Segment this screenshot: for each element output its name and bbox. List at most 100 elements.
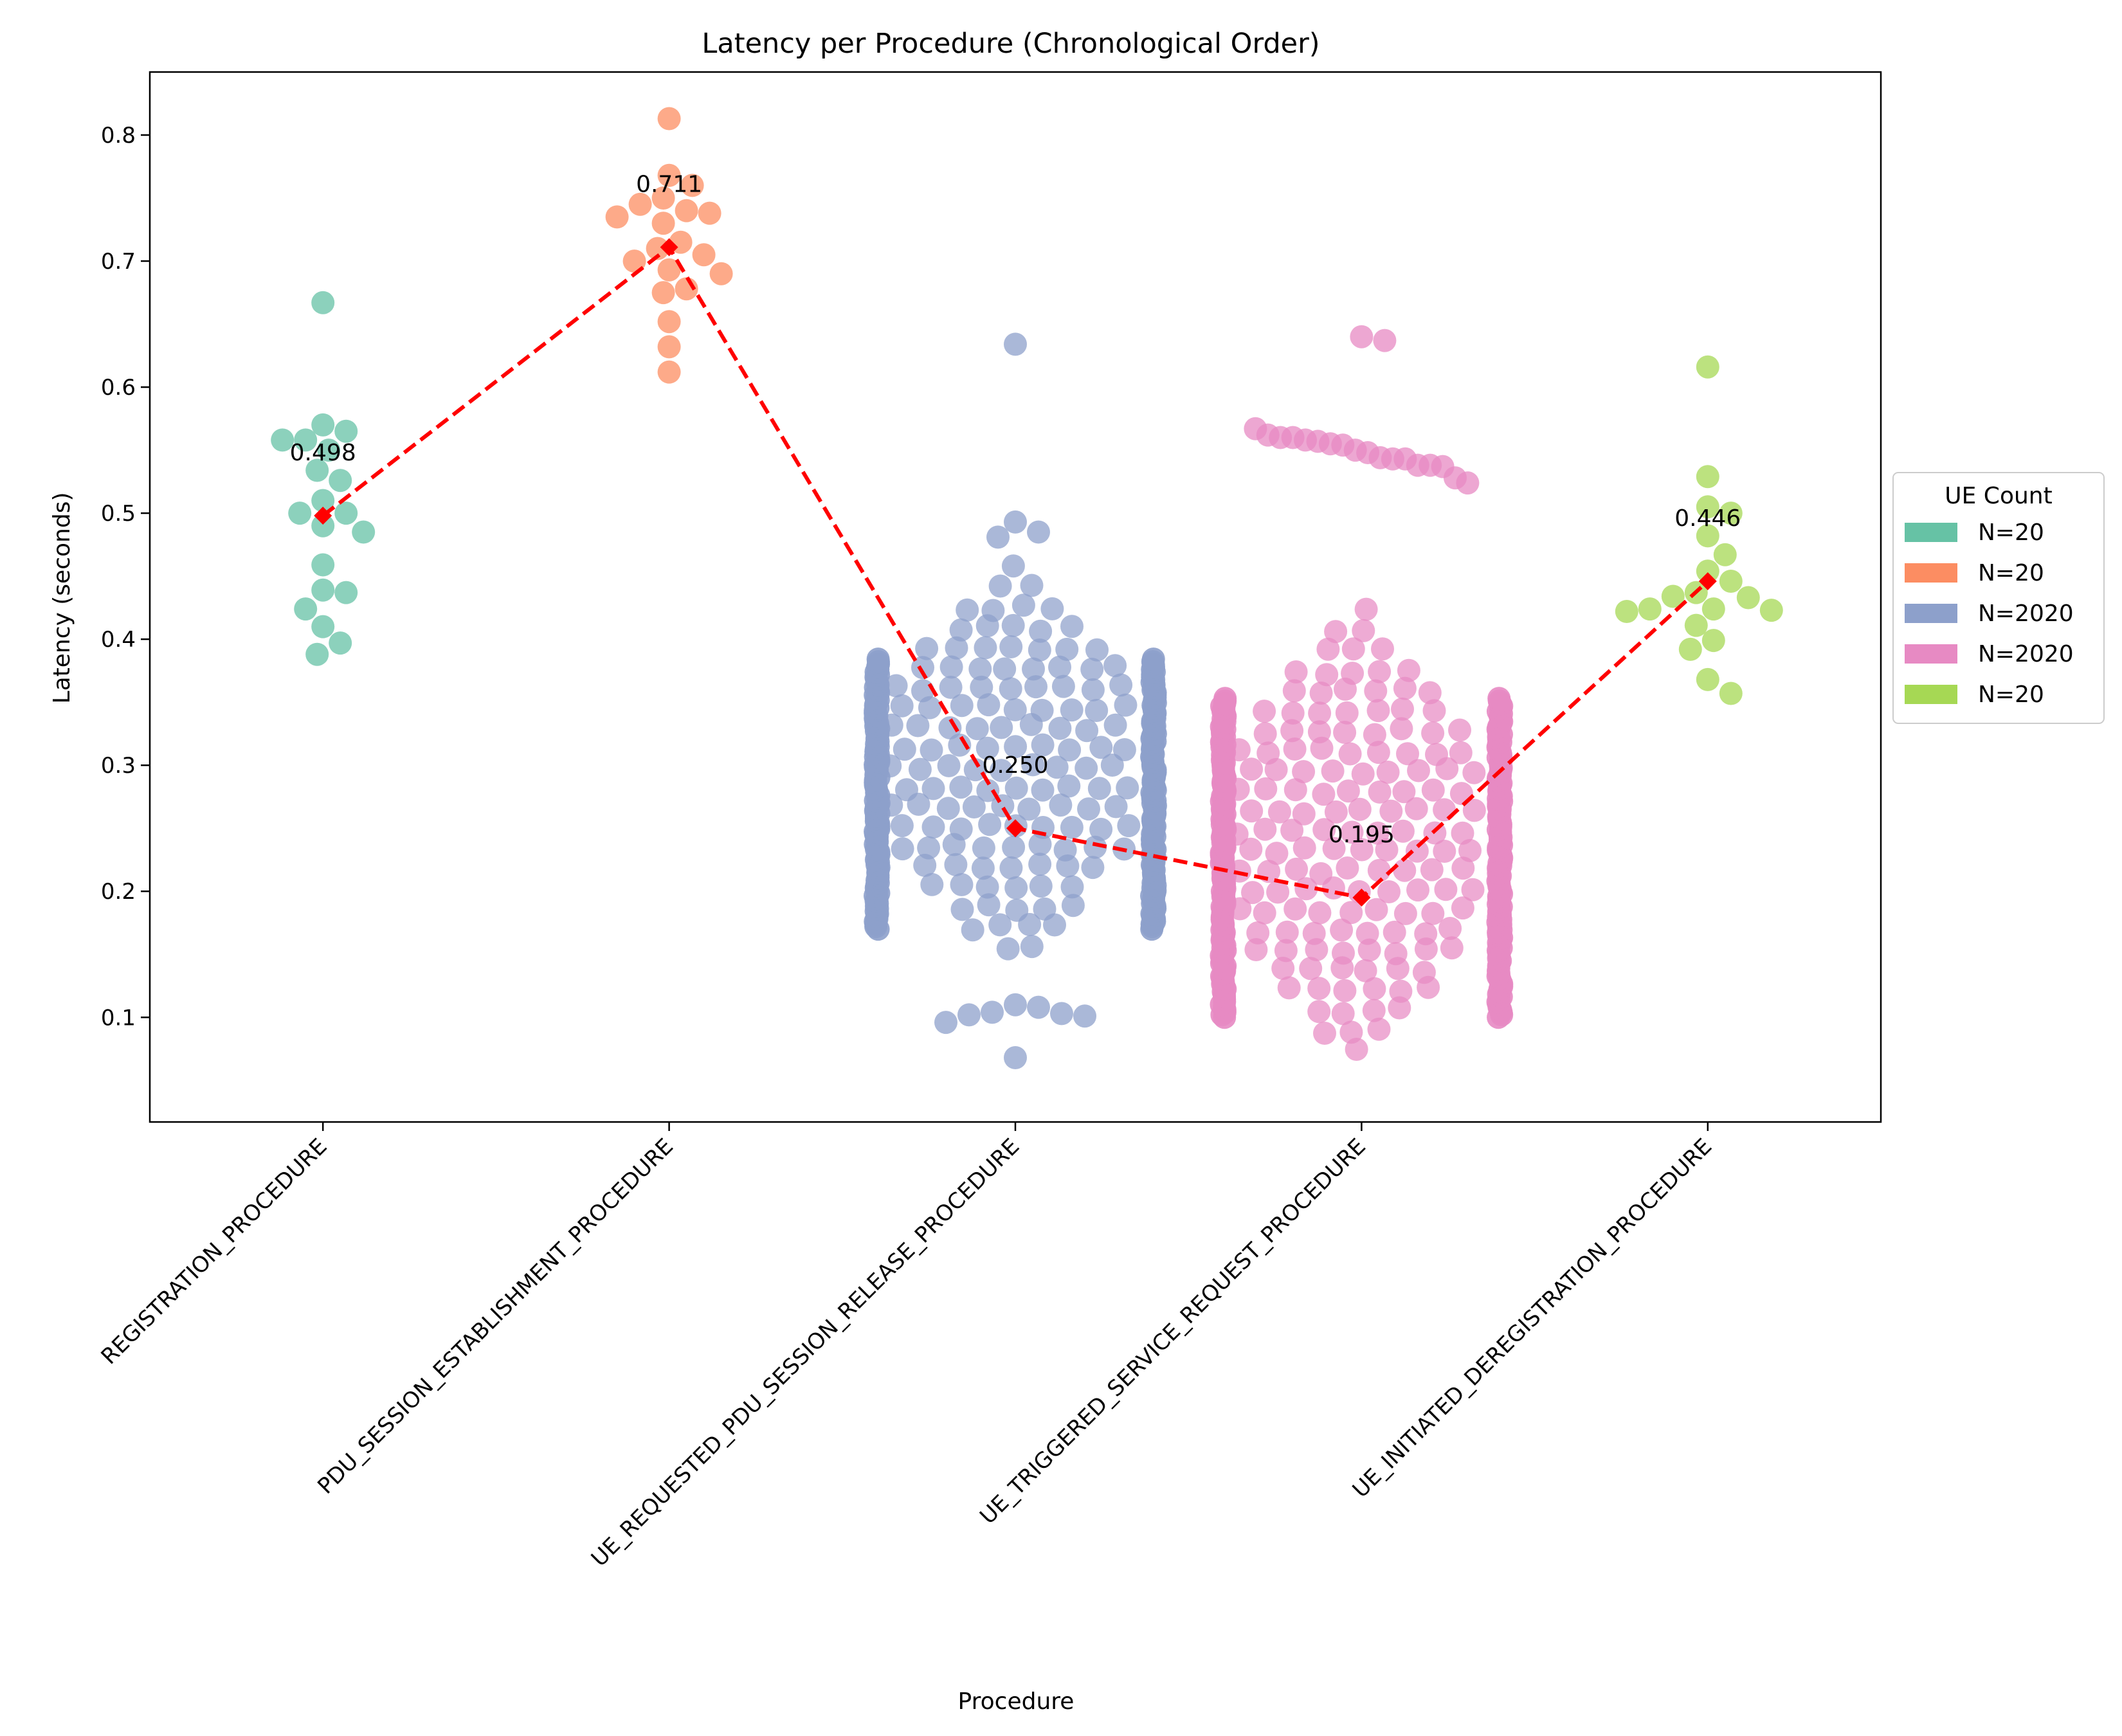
point-2-254 xyxy=(880,793,903,817)
point-3-363 xyxy=(1366,741,1390,764)
point-2-268 xyxy=(1031,778,1055,802)
point-2-319 xyxy=(968,657,992,681)
point-2-346 xyxy=(1027,520,1050,544)
mean-marker-2 xyxy=(1006,819,1024,838)
point-3-365 xyxy=(1425,743,1448,766)
point-3-320 xyxy=(1433,840,1456,863)
point-3-290 xyxy=(1339,901,1363,925)
point-2-335 xyxy=(1029,619,1053,643)
point-2-239 xyxy=(972,836,995,860)
point-2-264 xyxy=(921,777,945,800)
point-2-309 xyxy=(911,679,934,703)
legend-label-2: N=2020 xyxy=(1978,601,2074,627)
point-3-392 xyxy=(1397,658,1420,682)
point-0-13 xyxy=(311,553,335,577)
point-2-342 xyxy=(1020,574,1044,597)
point-2-318 xyxy=(939,655,963,679)
point-1-13 xyxy=(657,258,681,282)
point-2-345 xyxy=(1004,510,1027,534)
point-3-330 xyxy=(1451,821,1474,845)
point-2-340 xyxy=(1040,597,1064,620)
point-2-339 xyxy=(1011,593,1035,617)
point-3-314 xyxy=(1265,842,1289,865)
point-2-283 xyxy=(948,733,972,757)
point-0-18 xyxy=(329,631,352,655)
point-2-220 xyxy=(1005,898,1029,922)
point-2-312 xyxy=(999,677,1022,701)
point-1-2 xyxy=(680,174,704,197)
point-2-243 xyxy=(1084,835,1107,859)
point-3-391 xyxy=(1368,660,1392,683)
point-2-313 xyxy=(1024,675,1047,699)
legend-swatch-0 xyxy=(1905,523,1957,542)
point-3-399 xyxy=(1350,325,1374,348)
point-3-341 xyxy=(1254,777,1278,800)
point-2-221 xyxy=(1033,897,1056,921)
point-3-303 xyxy=(1461,878,1485,901)
point-2-302 xyxy=(977,693,1001,717)
point-1-1 xyxy=(657,163,681,187)
point-3-292 xyxy=(1393,901,1417,925)
point-3-398 xyxy=(1354,597,1378,621)
x-axis-title: Procedure xyxy=(958,1688,1075,1715)
point-2-260 xyxy=(1049,793,1073,817)
y-tick-label-5: 0.6 xyxy=(101,375,136,401)
point-3-323 xyxy=(1253,817,1277,841)
point-2-323 xyxy=(1080,658,1104,681)
point-3-251 xyxy=(1313,1022,1336,1045)
point-2-343 xyxy=(1001,554,1025,578)
point-3-317 xyxy=(1350,838,1374,862)
point-1-0 xyxy=(657,107,681,131)
point-0-3 xyxy=(294,428,318,452)
point-1-19 xyxy=(657,360,681,384)
mean-label-3: 0.195 xyxy=(1329,822,1395,848)
point-2-288 xyxy=(1089,736,1113,759)
point-3-358 xyxy=(1227,738,1251,762)
point-2-267 xyxy=(1004,776,1028,800)
point-4-6 xyxy=(1696,559,1719,583)
point-3-287 xyxy=(1253,901,1276,925)
point-3-278 xyxy=(1246,921,1270,945)
point-1-17 xyxy=(657,310,681,334)
point-2-325 xyxy=(915,637,939,660)
mean-marker-4 xyxy=(1698,572,1717,590)
point-2-348 xyxy=(1004,993,1027,1017)
point-2-276 xyxy=(990,759,1013,782)
point-1-7 xyxy=(605,205,629,229)
point-3-380 xyxy=(1391,697,1414,721)
point-3-353 xyxy=(1351,762,1375,786)
point-3-370 xyxy=(1333,721,1357,744)
legend-swatch-2 xyxy=(1905,604,1957,623)
point-0-2 xyxy=(334,419,358,443)
point-3-309 xyxy=(1367,858,1391,882)
point-3-256 xyxy=(1362,999,1386,1022)
mean-label-0: 0.498 xyxy=(290,440,356,466)
point-3-285 xyxy=(1438,917,1462,940)
point-2-326 xyxy=(945,636,968,660)
point-3-289 xyxy=(1308,901,1332,925)
point-3-372 xyxy=(1390,717,1413,741)
point-1-12 xyxy=(622,249,646,273)
point-2-256 xyxy=(936,797,960,820)
point-0-4 xyxy=(271,428,295,452)
point-2-292 xyxy=(938,716,962,739)
chart-title: Latency per Procedure (Chronological Ord… xyxy=(702,28,1319,60)
point-3-390 xyxy=(1341,662,1365,685)
legend-swatch-1 xyxy=(1905,563,1957,583)
point-2-273 xyxy=(908,757,932,781)
point-3-321 xyxy=(1458,838,1482,862)
point-4-5 xyxy=(1713,543,1737,566)
point-3-369 xyxy=(1307,720,1331,744)
point-3-269 xyxy=(1412,961,1436,984)
point-3-371 xyxy=(1363,723,1386,746)
legend-label-3: N=2020 xyxy=(1978,641,2074,667)
point-2-336 xyxy=(1060,615,1084,638)
point-2-324 xyxy=(1103,654,1127,678)
point-2-291 xyxy=(906,714,930,737)
point-3-304 xyxy=(1228,859,1251,883)
point-3-310 xyxy=(1393,858,1417,882)
point-2-286 xyxy=(1031,733,1055,757)
point-2-334 xyxy=(1001,613,1025,637)
point-3-349 xyxy=(1240,757,1264,781)
point-3-265 xyxy=(1299,957,1323,981)
